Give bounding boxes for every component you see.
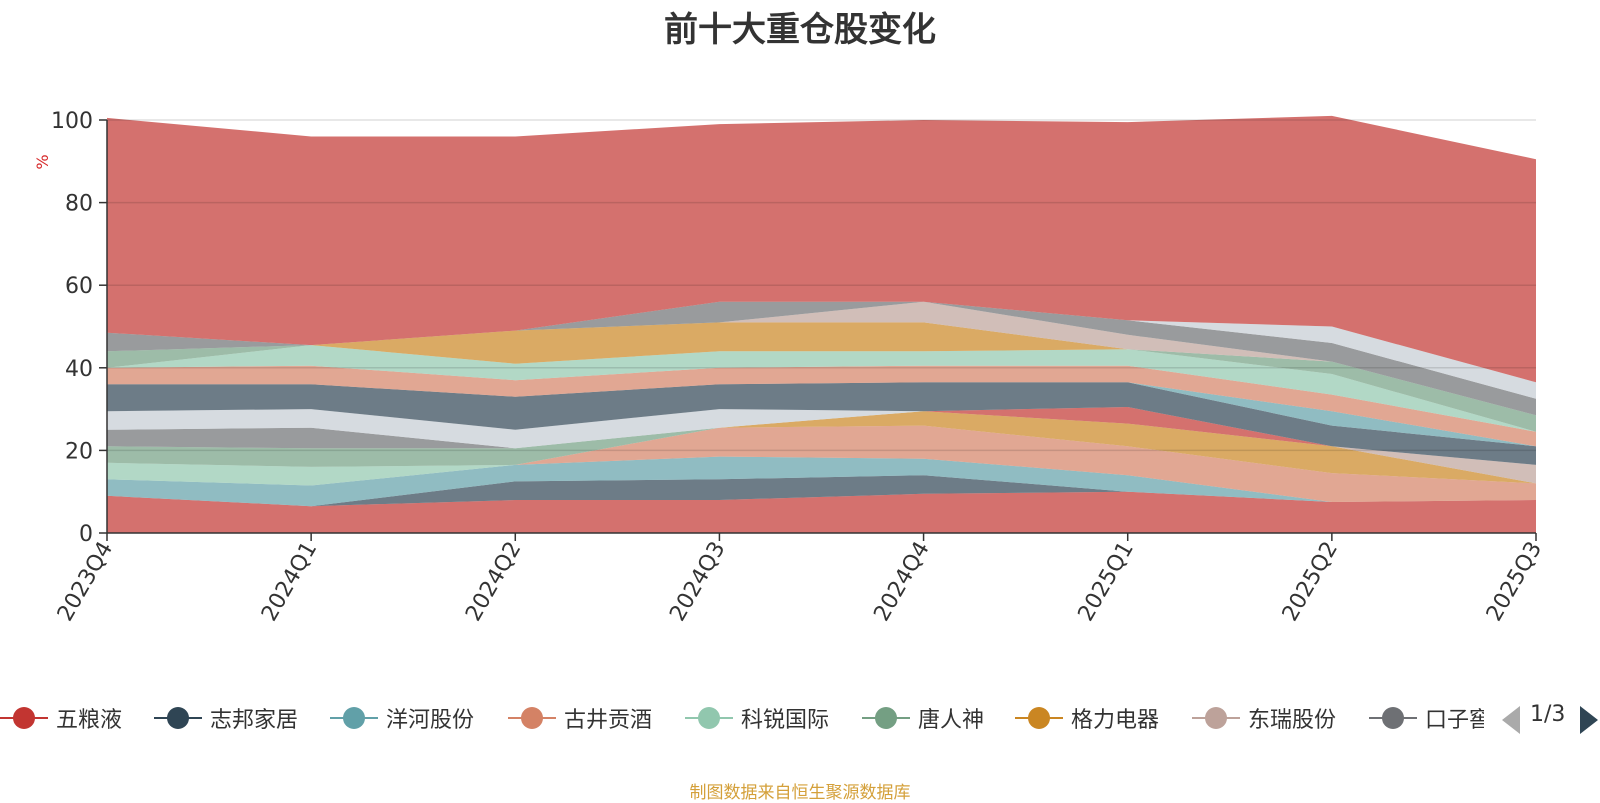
legend-item-2[interactable]: 洋河股份 xyxy=(330,700,474,736)
legend-prev-page-button[interactable] xyxy=(1502,706,1520,734)
x-tick-label-6: 2025Q2 xyxy=(1278,538,1343,626)
x-tick-label-2: 2024Q2 xyxy=(461,538,526,626)
legend-label: 志邦家居 xyxy=(210,708,299,733)
area-series-16 xyxy=(107,322,1536,416)
legend-swatch-icon xyxy=(330,700,378,736)
legend-item-3[interactable]: 古井贡酒 xyxy=(508,700,652,736)
area-series-2 xyxy=(107,456,1536,507)
chart-title: 前十大重仓股变化 xyxy=(664,10,936,50)
legend-label: 洋河股份 xyxy=(386,708,475,733)
y-tick-label-1: 20 xyxy=(65,439,93,464)
legend: 五粮液 志邦家居 洋河股份 古井贡酒 科锐国际 唐人神 格力电器 东瑞股份 口子窖 1/3 xyxy=(0,700,1600,736)
legend-label: 东瑞股份 xyxy=(1248,708,1337,733)
legend-swatch-icon xyxy=(1369,700,1417,736)
legend-label: 科锐国际 xyxy=(741,708,830,733)
area-series-8 xyxy=(107,411,1536,465)
legend-page-indicator: 1/3 xyxy=(1530,702,1566,727)
legend-label: 格力电器 xyxy=(1071,708,1160,733)
area-series-1 xyxy=(107,475,1536,507)
legend-swatch-icon xyxy=(1192,700,1240,736)
area-series-10 xyxy=(107,407,1536,465)
area-layer xyxy=(107,115,1536,533)
y-tick-label-2: 40 xyxy=(65,357,93,382)
legend-item-5[interactable]: 唐人神 xyxy=(862,700,984,736)
y-tick-label-4: 80 xyxy=(65,192,93,217)
source-note: 制图数据来自恒生聚源数据库 xyxy=(689,783,911,803)
area-series-9 xyxy=(107,409,1536,465)
legend-item-4[interactable]: 科锐国际 xyxy=(685,700,829,736)
legend-label: 古井贡酒 xyxy=(564,708,653,733)
grid-layer xyxy=(107,119,1536,452)
x-tick-label-5: 2025Q1 xyxy=(1074,538,1139,626)
legend-item-1[interactable]: 志邦家居 xyxy=(154,700,298,736)
legend-item-6[interactable]: 格力电器 xyxy=(1015,700,1159,736)
legend-label: 口子窖 xyxy=(1425,708,1484,733)
x-tick-label-1: 2024Q1 xyxy=(257,538,322,626)
area-series-18 xyxy=(107,301,1536,416)
area-series-14 xyxy=(107,345,1536,432)
legend-swatch-icon xyxy=(0,700,48,736)
legend-swatch-icon xyxy=(508,700,556,736)
area-series-5 xyxy=(107,425,1536,484)
legend-item-8[interactable]: 口子窖 xyxy=(1369,700,1484,736)
legend-swatch-icon xyxy=(862,700,910,736)
legend-label: 唐人神 xyxy=(918,708,985,733)
legend-label: 五粮液 xyxy=(56,708,123,733)
x-tick-label-4: 2024Q4 xyxy=(869,538,934,626)
area-series-6 xyxy=(107,411,1536,484)
legend-item-0[interactable]: 五粮液 xyxy=(0,700,122,736)
legend-swatch-icon xyxy=(685,700,733,736)
legend-next-page-button[interactable] xyxy=(1580,706,1598,734)
x-tick-label-7: 2025Q3 xyxy=(1482,538,1547,626)
y-tick-label-3: 60 xyxy=(65,274,93,299)
x-tick-label-0: 2023Q4 xyxy=(53,538,118,626)
area-series-0 xyxy=(107,491,1536,533)
legend-swatch-icon xyxy=(1015,700,1063,736)
area-series-13 xyxy=(107,365,1536,447)
legend-swatch-icon xyxy=(154,700,202,736)
legend-item-7[interactable]: 东瑞股份 xyxy=(1192,700,1336,736)
x-tick-label-3: 2024Q3 xyxy=(665,538,730,626)
area-series-4 xyxy=(107,425,1536,486)
y-tick-label-5: 100 xyxy=(51,109,93,134)
y-tick-label-0: 0 xyxy=(79,522,93,547)
area-series-11 xyxy=(107,382,1536,465)
y-axis-unit: % xyxy=(33,154,52,169)
area-series-20 xyxy=(107,115,1536,383)
chart-plot: 0 20 40 60 80 100 2023Q4 2024Q1 2024Q2 2024Q3 2024… xyxy=(33,109,1547,626)
legend-items: 五粮液 志邦家居 洋河股份 古井贡酒 科锐国际 唐人神 格力电器 东瑞股份 口子窖 xyxy=(0,700,1484,736)
area-series-3 xyxy=(107,425,1536,502)
